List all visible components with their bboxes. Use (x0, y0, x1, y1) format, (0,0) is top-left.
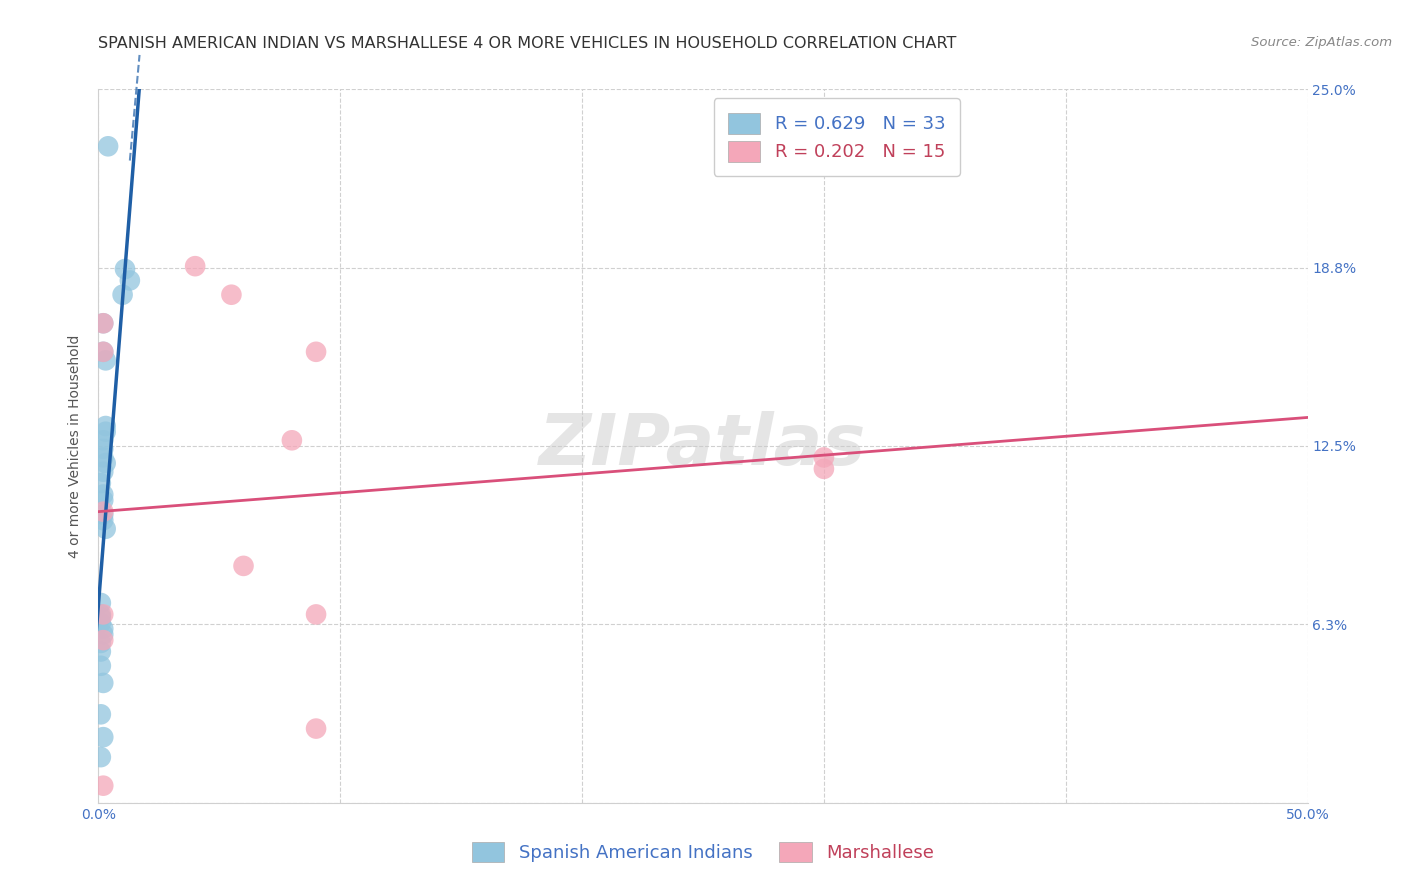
Point (97, 139, 120, 153)
Point (91, 316, 114, 330)
Point (281, 434, 304, 448)
Point (305, 344, 328, 359)
Point (114, 262, 136, 277)
Point (91, 779, 114, 793)
Point (94, 419, 117, 434)
Point (221, 287, 243, 301)
Point (91, 633, 114, 648)
Point (91, 505, 114, 519)
Point (91, 508, 114, 522)
Point (305, 607, 328, 622)
Point (90, 607, 112, 622)
Legend: R = 0.629   N = 33, R = 0.202   N = 15: R = 0.629 N = 33, R = 0.202 N = 15 (713, 98, 960, 176)
Text: SPANISH AMERICAN INDIAN VS MARSHALLESE 4 OR MORE VEHICLES IN HOUSEHOLD CORRELATI: SPANISH AMERICAN INDIAN VS MARSHALLESE 4… (98, 36, 957, 51)
Point (305, 722, 328, 736)
Point (91, 622, 114, 636)
Point (94, 425, 117, 439)
Point (91, 465, 114, 479)
Point (91, 607, 114, 622)
Point (91, 493, 114, 508)
Point (91, 344, 114, 359)
Point (91, 344, 114, 359)
Text: ZIPatlas: ZIPatlas (540, 411, 866, 481)
Point (90, 610, 112, 624)
Point (90, 750, 112, 764)
Point (91, 442, 114, 456)
Point (91, 434, 114, 448)
Point (118, 273, 141, 287)
Point (90, 644, 112, 658)
Point (111, 287, 134, 301)
Point (94, 522, 117, 536)
Legend: Spanish American Indians, Marshallese: Spanish American Indians, Marshallese (464, 834, 942, 870)
Y-axis label: 4 or more Vehicles in Household: 4 or more Vehicles in Household (69, 334, 83, 558)
Point (90, 615, 112, 630)
Point (184, 259, 207, 273)
Point (91, 676, 114, 690)
Point (90, 636, 112, 650)
Point (90, 658, 112, 673)
Point (91, 513, 114, 527)
Point (91, 316, 114, 330)
Text: Source: ZipAtlas.com: Source: ZipAtlas.com (1251, 36, 1392, 49)
Point (91, 450, 114, 465)
Point (90, 476, 112, 491)
Point (94, 456, 117, 470)
Point (813, 462, 835, 476)
Point (90, 596, 112, 610)
Point (94, 353, 117, 368)
Point (91, 627, 114, 641)
Point (90, 707, 112, 722)
Point (91, 730, 114, 744)
Point (91, 487, 114, 501)
Point (813, 450, 835, 465)
Point (232, 558, 254, 573)
